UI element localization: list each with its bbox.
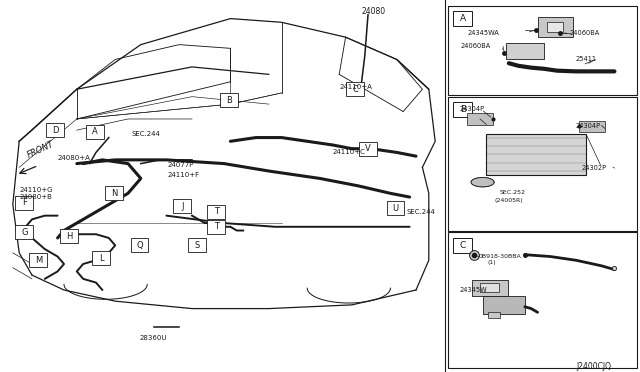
Bar [15, 196, 33, 210]
Text: FRONT: FRONT [26, 140, 56, 160]
Text: H: H [66, 232, 72, 241]
Bar [467, 113, 493, 125]
Text: SEC.244: SEC.244 [131, 131, 160, 137]
Bar [346, 82, 364, 96]
Bar [579, 121, 605, 132]
Bar [448, 232, 637, 368]
Text: 24110+F: 24110+F [168, 172, 200, 178]
Bar [448, 6, 637, 95]
Bar [207, 220, 225, 234]
Bar [483, 296, 525, 314]
Bar [220, 93, 238, 108]
Text: 24345WA: 24345WA [467, 31, 499, 36]
Bar [86, 125, 104, 139]
Bar [488, 312, 500, 318]
Text: N: N [111, 189, 117, 198]
Text: 0B918-30BBA: 0B918-30BBA [479, 254, 522, 259]
Text: 24302P: 24302P [581, 165, 606, 171]
Text: 24077P: 24077P [168, 163, 194, 169]
Bar [15, 225, 33, 240]
Bar [359, 142, 377, 156]
Bar [472, 280, 508, 296]
Text: 28360U: 28360U [140, 335, 167, 341]
Text: 24080+A: 24080+A [58, 155, 90, 161]
Text: Q: Q [136, 241, 143, 250]
Bar [60, 229, 78, 243]
Text: B: B [460, 105, 466, 114]
Bar [188, 238, 206, 253]
Bar [538, 17, 573, 37]
Text: SEC.244: SEC.244 [406, 209, 435, 215]
Text: 24345W: 24345W [460, 287, 487, 293]
Bar [387, 201, 404, 215]
Text: (1): (1) [488, 260, 496, 265]
Text: 25411: 25411 [576, 57, 597, 62]
Text: D: D [52, 126, 58, 135]
Text: J: J [181, 202, 184, 211]
Bar [46, 123, 64, 137]
Bar [131, 238, 148, 253]
Text: SEC.252: SEC.252 [499, 190, 525, 195]
Bar [453, 11, 472, 26]
Text: V: V [365, 144, 371, 153]
Polygon shape [471, 177, 494, 187]
Text: (24005R): (24005R) [495, 198, 524, 202]
Text: A: A [460, 14, 466, 23]
Text: C: C [352, 85, 358, 94]
Text: 24304P: 24304P [460, 106, 484, 112]
Text: G: G [21, 228, 28, 237]
Text: 24060BA: 24060BA [461, 44, 491, 49]
Text: 24110+C: 24110+C [333, 150, 365, 155]
Bar [173, 199, 191, 214]
Bar [92, 251, 110, 266]
Bar [453, 102, 472, 117]
Bar [448, 97, 637, 231]
Bar [105, 186, 123, 201]
Text: 24080+B: 24080+B [19, 194, 52, 200]
Text: 24060BA: 24060BA [570, 31, 600, 36]
Bar [506, 43, 544, 60]
Text: M: M [35, 256, 42, 265]
Text: J2400CJQ: J2400CJQ [576, 362, 611, 371]
Text: B: B [226, 96, 232, 105]
Text: L: L [99, 254, 104, 263]
Text: C: C [460, 241, 466, 250]
Text: 24110+A: 24110+A [339, 84, 372, 90]
Bar [453, 238, 472, 253]
Text: T: T [214, 222, 219, 231]
Text: F: F [22, 198, 27, 207]
Bar [480, 283, 499, 292]
Text: 24080: 24080 [362, 7, 386, 16]
Bar [207, 205, 225, 219]
Text: T: T [214, 208, 219, 217]
Bar [29, 253, 47, 267]
Bar [486, 134, 586, 175]
Text: 24110+G: 24110+G [19, 187, 52, 193]
Text: 24304P: 24304P [576, 123, 601, 129]
Text: U: U [392, 204, 399, 213]
Bar [547, 22, 563, 32]
Text: A: A [92, 128, 97, 137]
Text: S: S [195, 241, 200, 250]
